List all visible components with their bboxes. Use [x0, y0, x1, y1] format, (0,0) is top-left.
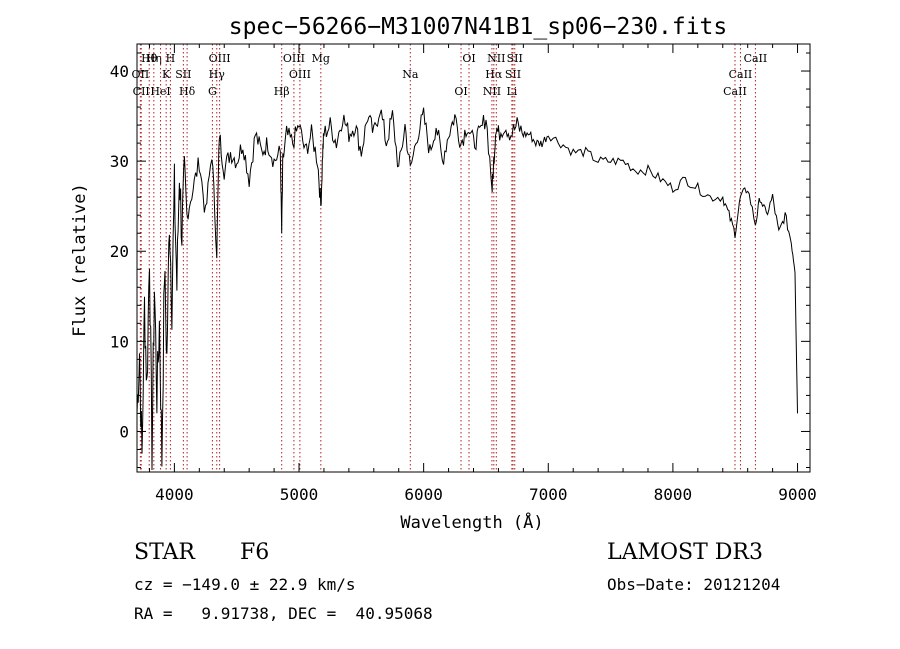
line-label: OIII	[283, 52, 305, 65]
line-label: OI	[454, 85, 467, 98]
plot-frame	[136, 43, 811, 473]
line-label: OII	[132, 68, 150, 81]
x-tick-label: 4000	[155, 485, 194, 504]
line-label: Hδ	[179, 85, 196, 98]
line-label: CaII	[744, 52, 768, 65]
data-layer	[136, 107, 798, 471]
line-label: Hα	[485, 68, 503, 81]
line-label: H	[166, 52, 176, 65]
obs-date: Obs−Date: 20121204	[607, 575, 781, 594]
subclass-label: F6	[240, 540, 270, 565]
line-label: SII	[507, 52, 523, 65]
x-axis-label: Wavelength (Å)	[400, 511, 543, 533]
line-label: Mg	[312, 52, 330, 65]
x-tick-label: 9000	[778, 485, 817, 504]
x-tick-label: 5000	[280, 485, 319, 504]
y-tick-label: 30	[110, 152, 129, 171]
line-label: Na	[402, 68, 419, 81]
x-tick-label: 8000	[654, 485, 693, 504]
emission-line-markers: Hθ OII CII HηK HeI H SII Hδ OIII Hγ G OIII OIII Hβ Mg N…	[132, 44, 768, 472]
line-label: SII	[175, 68, 191, 81]
line-label: NII	[487, 52, 505, 65]
y-tick-label: 0	[119, 422, 129, 441]
y-tick-label: 10	[110, 332, 129, 351]
line-label: K	[162, 68, 171, 81]
line-label: CII	[133, 85, 150, 98]
line-label: G	[208, 85, 217, 98]
line-label: CaII	[723, 85, 747, 98]
line-label: OIII	[289, 68, 311, 81]
line-label: HeI	[150, 85, 170, 98]
line-label: Hβ	[274, 85, 290, 98]
y-axis-label: Flux (relative)	[70, 183, 90, 337]
line-label: SII	[505, 68, 521, 81]
chart-title: spec−56266−M31007N41B1_sp06−230.fits	[229, 14, 728, 40]
survey-label: LAMOST DR3	[607, 540, 763, 565]
x-tick-label: 6000	[404, 485, 443, 504]
y-tick-label: 40	[110, 62, 129, 81]
cz-readout: cz = −149.0 ± 22.9 km/s	[134, 575, 356, 594]
x-tick-label: 7000	[529, 485, 568, 504]
line-label: NII	[483, 85, 501, 98]
radec-readout: RA = 9.91738, DEC = 40.95068	[134, 604, 433, 623]
spectrum-line	[136, 107, 798, 471]
axes: 4000 5000 6000 7000 8000 9000 0 10 20 30 40	[110, 44, 817, 504]
class-label: STAR	[134, 540, 195, 565]
y-tick-label: 20	[110, 242, 129, 261]
line-label: Hγ	[209, 68, 226, 81]
line-label: CaII	[729, 68, 753, 81]
line-label: OI	[462, 52, 475, 65]
line-label: Hθ	[141, 52, 158, 65]
line-label: Li	[506, 85, 517, 98]
line-label: Hη	[146, 52, 162, 65]
line-label: OIII	[209, 52, 231, 65]
